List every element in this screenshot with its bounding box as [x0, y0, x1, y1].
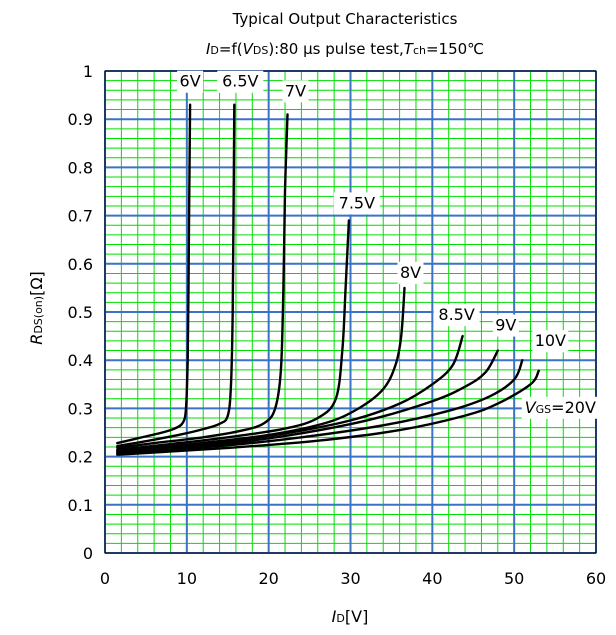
- y-tick-label: 0.6: [68, 255, 93, 274]
- series-label-7v: 7V: [282, 80, 309, 103]
- y-tick-label: 1: [83, 62, 93, 81]
- y-tick-label: 0.3: [68, 399, 93, 418]
- x-tick-label: 60: [586, 569, 606, 588]
- series-line-9v: [116, 349, 499, 454]
- svg-text:9V: 9V: [495, 316, 516, 335]
- svg-text:6.5V: 6.5V: [222, 72, 258, 91]
- series-line-10v: [116, 359, 524, 455]
- series-line-8.5v: [116, 334, 464, 453]
- series-line-7v: [116, 113, 289, 450]
- series-labels: 6V 6.5V 7V 7.5V 8V 8.5V 9V 10V VGS=20V: [177, 70, 608, 419]
- chart-subtitle: ID=f(VDS):80 μs pulse test,Tch=150℃: [206, 40, 484, 58]
- svg-text:10V: 10V: [535, 331, 566, 350]
- svg-text:7.5V: 7.5V: [339, 193, 375, 212]
- svg-text:6V: 6V: [180, 72, 201, 91]
- svg-text:8V: 8V: [400, 263, 421, 282]
- y-axis-label: RDS(on)[Ω]: [27, 271, 46, 345]
- x-tick-label: 0: [100, 569, 110, 588]
- series-label-8v: 8V: [397, 261, 424, 284]
- svg-text:7V: 7V: [285, 81, 306, 100]
- series-label-8.5v: 8.5V: [433, 304, 480, 327]
- svg-text:8.5V: 8.5V: [438, 305, 474, 324]
- x-tick-label: 30: [340, 569, 360, 588]
- chart-title: Typical Output Characteristics: [232, 10, 458, 28]
- x-tick-label: 40: [422, 569, 442, 588]
- major-grid: [104, 70, 597, 554]
- x-tick-label: 50: [504, 569, 524, 588]
- y-tick-label: 0.7: [68, 207, 93, 226]
- x-axis-label: ID[V]: [332, 607, 369, 626]
- curves: [116, 103, 540, 456]
- series-line-7.5v: [116, 219, 351, 452]
- series-line-6v: [116, 103, 192, 445]
- svg-text:VGS=20V: VGS=20V: [525, 398, 596, 417]
- series-line-6.5v: [116, 103, 236, 448]
- x-tick-labels: 0 10 20 30 40 50 60: [100, 569, 606, 588]
- plot-frame: [104, 70, 597, 554]
- series-label-6v: 6V: [177, 70, 204, 93]
- y-tick-labels: 0 0.1 0.2 0.3 0.4 0.5 0.6 0.7 0.8 0.9 1: [68, 62, 93, 563]
- x-tick-label: 20: [258, 569, 278, 588]
- x-tick-label: 10: [177, 569, 197, 588]
- y-tick-label: 0.9: [68, 110, 93, 129]
- y-tick-label: 0: [83, 544, 93, 563]
- y-tick-label: 0.8: [68, 158, 93, 177]
- series-line-20v: [116, 369, 540, 456]
- y-tick-label: 0.4: [68, 351, 93, 370]
- series-label-6.5v: 6.5V: [217, 70, 264, 93]
- y-tick-label: 0.1: [68, 496, 93, 515]
- series-label-9v: 9V: [492, 314, 519, 337]
- series-label-20v: VGS=20V: [521, 396, 608, 419]
- series-line-8v: [116, 286, 406, 452]
- series-label-10v: 10V: [532, 330, 569, 353]
- series-label-7.5v: 7.5V: [333, 192, 380, 215]
- y-tick-label: 0.5: [68, 303, 93, 322]
- y-tick-label: 0.2: [68, 448, 93, 467]
